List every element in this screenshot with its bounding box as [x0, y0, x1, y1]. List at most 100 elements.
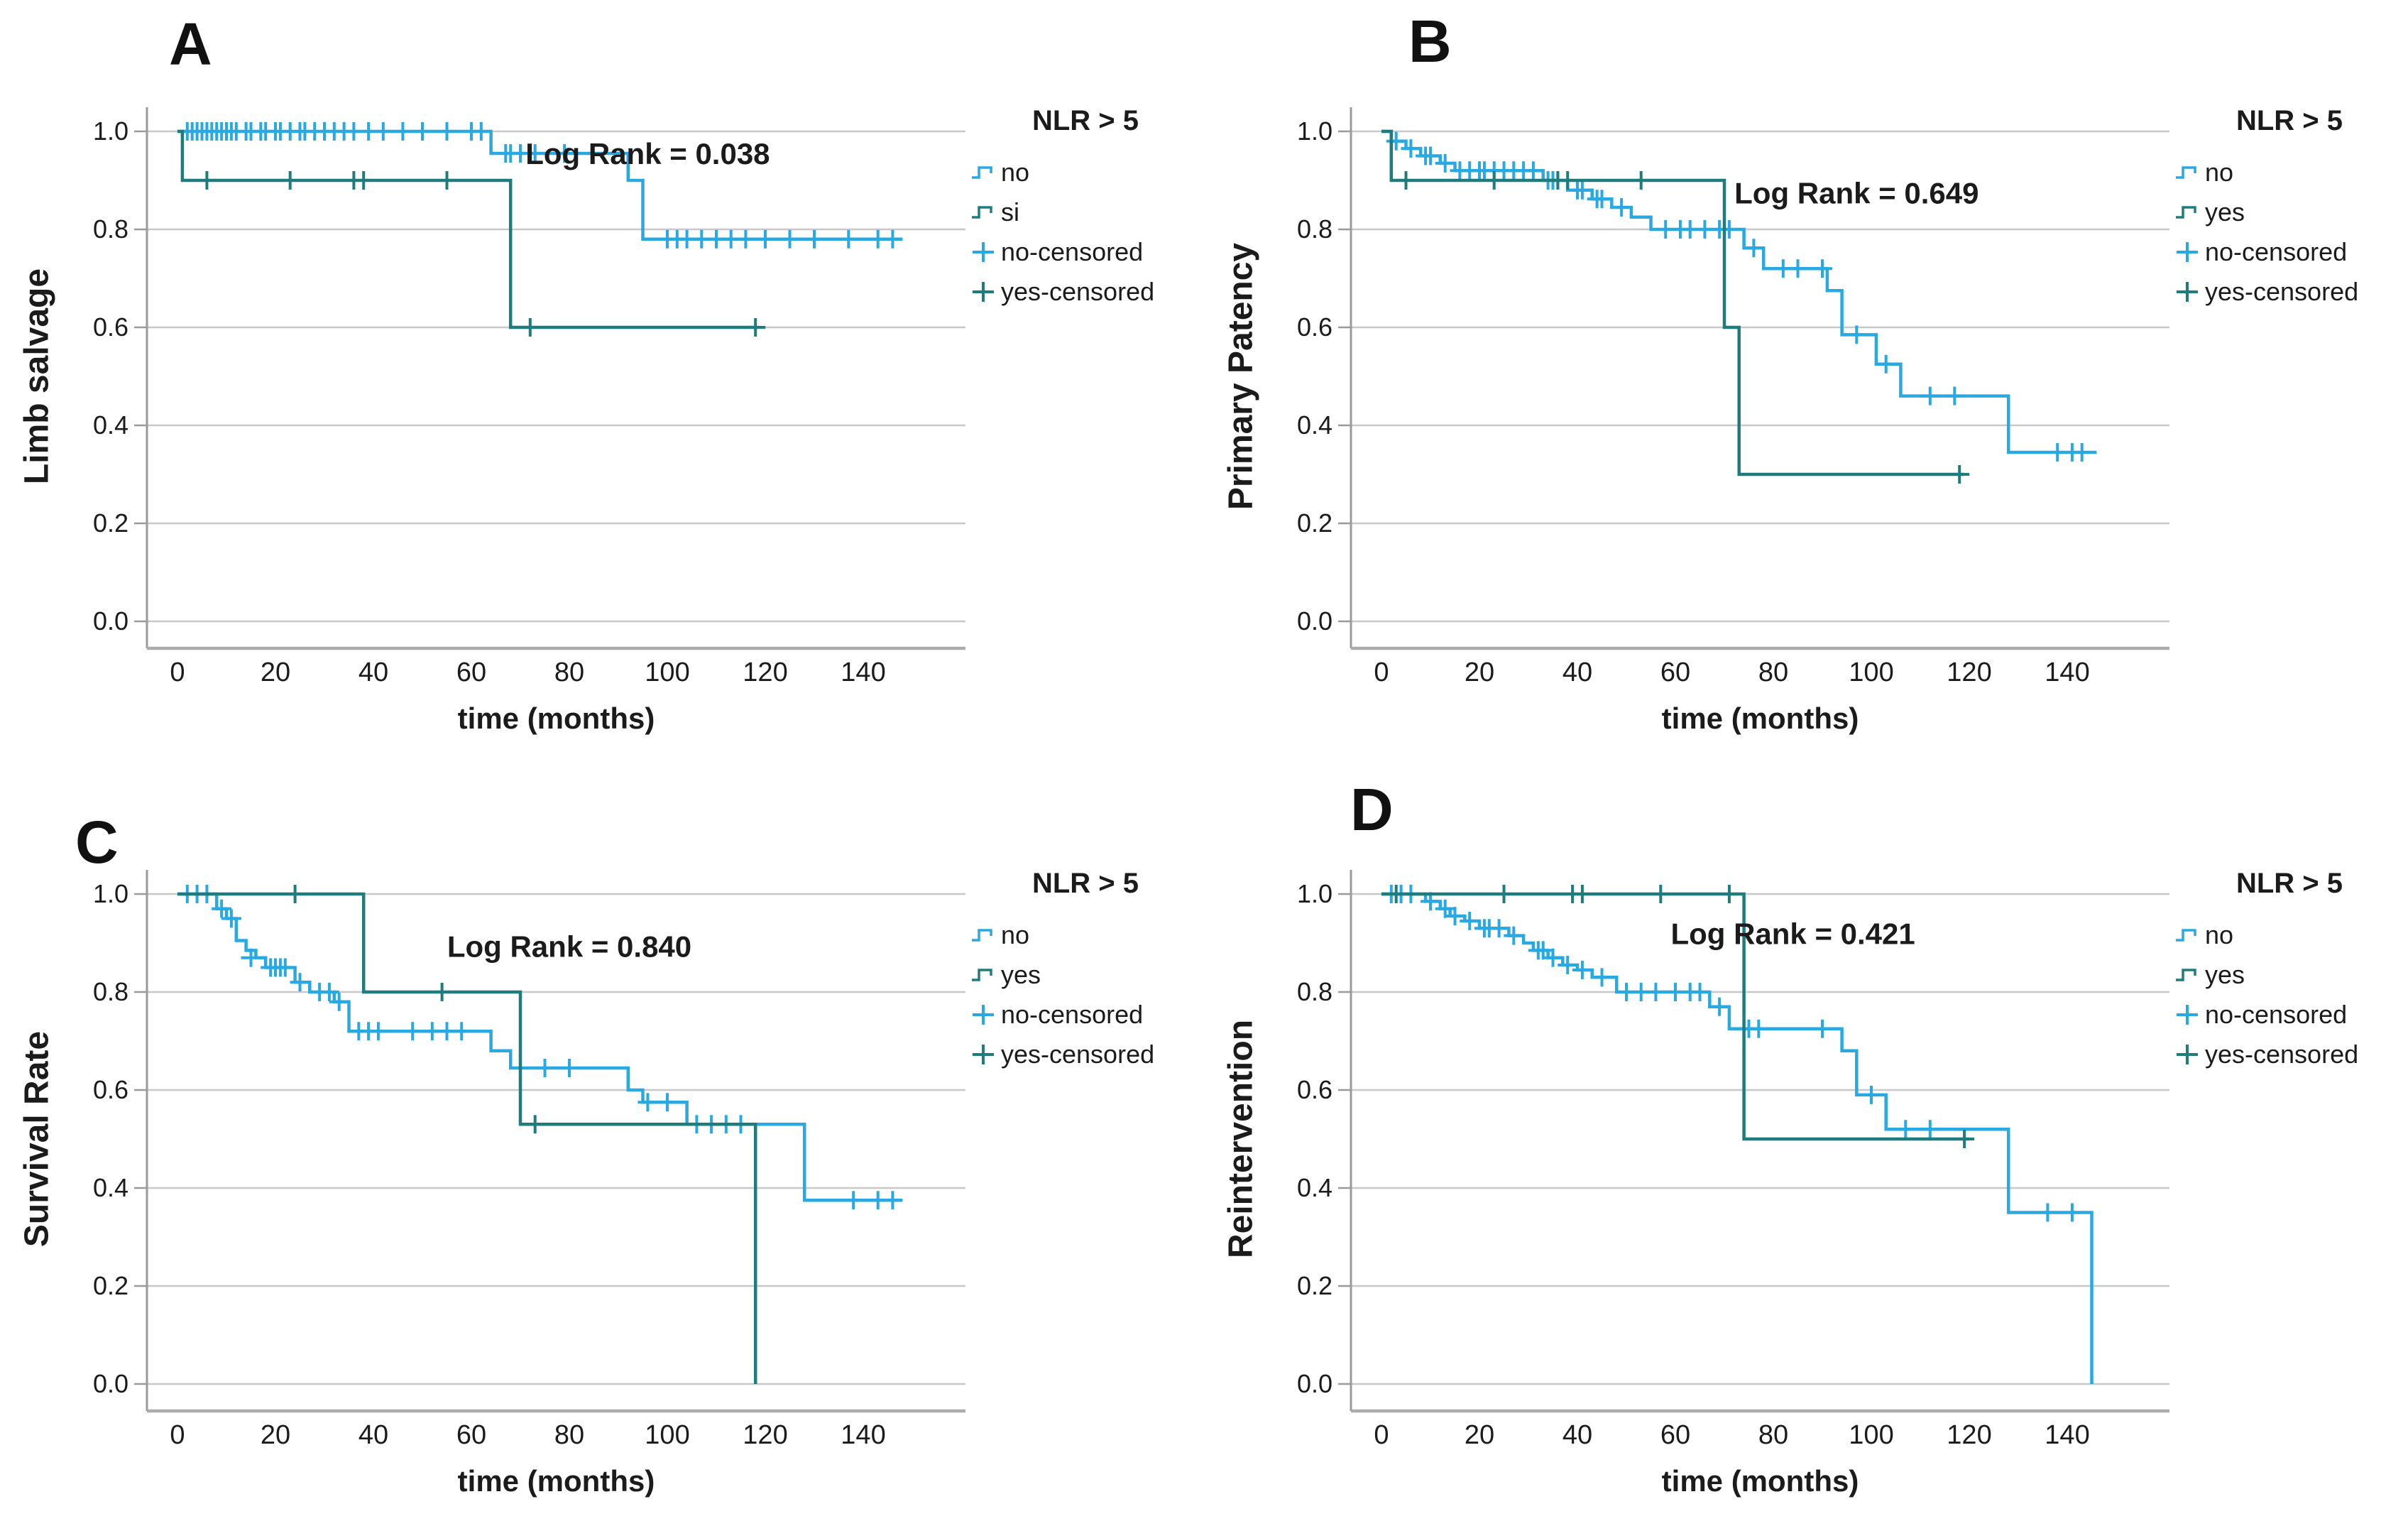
legend: NLR > 5 no yes no-censored yes-censored [971, 868, 1200, 1074]
legend-item-yes-censored: yes-censored [2175, 1040, 2404, 1069]
km-panel-D: D Reintervention 1.0 0.8 0.6 0.4 0.2 0.0 0 20 40 60… [1204, 763, 2408, 1525]
log-rank-annotation: Log Rank = 0.649 [1734, 176, 1979, 209]
censor-marks-no [1381, 885, 2082, 1222]
censor-marks-yes [197, 171, 766, 337]
svg-text:0.0: 0.0 [93, 1369, 128, 1398]
svg-text:60: 60 [1660, 658, 1690, 687]
svg-text:100: 100 [1849, 1420, 1893, 1450]
svg-text:0.6: 0.6 [1297, 1075, 1332, 1104]
svg-text:60: 60 [1660, 1420, 1690, 1450]
svg-text:0.0: 0.0 [1297, 1369, 1332, 1398]
censor-plus-icon [973, 1045, 994, 1064]
svg-text:0.6: 0.6 [93, 312, 128, 342]
km-plot-B: 1.0 0.8 0.6 0.4 0.2 0.0 0 20 40 60 80 100 120 140 Log … [1297, 107, 2169, 687]
km-curve-yes [177, 892, 757, 1384]
svg-text:140: 140 [841, 1420, 885, 1450]
legend-item-si: si [971, 197, 1200, 227]
legend-item-yes-censored: yes-censored [971, 277, 1200, 307]
legend-item-label: no-censored [2205, 1000, 2348, 1029]
panel-letter: A [169, 11, 212, 77]
legend-item-no-censored: no-censored [2175, 1000, 2404, 1030]
svg-text:0.4: 0.4 [93, 1173, 128, 1202]
censor-plus-icon [2177, 1045, 2198, 1064]
x-tick-labels: 0 20 40 60 80 100 120 140 [170, 658, 885, 687]
legend-title: NLR > 5 [1031, 868, 1139, 899]
km-panel-A: A Limb salvage 1.0 0.8 0.6 0.4 0.2 0.0 0 20 40 60 80… [0, 0, 1204, 763]
svg-text:80: 80 [554, 1420, 584, 1450]
step-line-icon [972, 206, 992, 219]
km-plot-C: 1.0 0.8 0.6 0.4 0.2 0.0 0 20 40 60 80 100 120 140 Log … [93, 870, 965, 1450]
svg-text:140: 140 [841, 658, 885, 687]
svg-text:1.0: 1.0 [1297, 879, 1332, 908]
log-rank-annotation: Log Rank = 0.421 [1670, 917, 1915, 950]
log-rank-annotation: Log Rank = 0.840 [447, 930, 691, 963]
censor-plus-icon [973, 282, 994, 302]
legend-title: NLR > 5 [2235, 105, 2343, 136]
svg-text:0.0: 0.0 [93, 606, 128, 636]
step-line-icon [2176, 929, 2196, 942]
svg-text:140: 140 [2045, 1420, 2089, 1450]
km-curve-no [177, 129, 903, 241]
y-axis-title: Limb salvage [18, 268, 56, 485]
km-plot-A: 1.0 0.8 0.6 0.4 0.2 0.0 0 20 40 60 80 100 120 140 Log … [93, 107, 965, 687]
legend-item-label: no [2205, 158, 2234, 187]
x-axis-title: time (months) [457, 1464, 655, 1498]
x-axis-title: time (months) [1661, 702, 1859, 735]
y-axis-title: Primary Patency [1222, 242, 1260, 511]
svg-text:0: 0 [170, 658, 185, 687]
legend-item-no: no [971, 920, 1200, 950]
censor-plus-icon [2177, 242, 2198, 262]
svg-text:20: 20 [261, 658, 290, 687]
km-curve-yes [1381, 129, 1965, 476]
legend-item-label: yes-censored [1001, 1040, 1155, 1069]
legend-item-no-censored: no-censored [971, 1000, 1200, 1030]
y-tick-labels: 1.0 0.8 0.6 0.4 0.2 0.0 [1297, 879, 1332, 1398]
svg-text:40: 40 [359, 658, 388, 687]
panel-letter: B [1408, 8, 1452, 75]
svg-text:0.8: 0.8 [93, 214, 128, 244]
y-tick-labels: 1.0 0.8 0.6 0.4 0.2 0.0 [93, 879, 128, 1398]
x-tick-labels: 0 20 40 60 80 100 120 140 [1374, 658, 2089, 687]
svg-text:0: 0 [1374, 1420, 1389, 1450]
svg-text:0.2: 0.2 [93, 1271, 128, 1300]
svg-text:120: 120 [1947, 658, 1991, 687]
gridlines [134, 893, 965, 1385]
svg-text:120: 120 [743, 658, 787, 687]
y-tick-labels: 1.0 0.8 0.6 0.4 0.2 0.0 [1297, 116, 1332, 636]
gridlines [134, 130, 965, 623]
step-line-icon [2176, 206, 2196, 219]
svg-text:0.8: 0.8 [93, 977, 128, 1006]
svg-text:0: 0 [170, 1420, 185, 1450]
legend-title: NLR > 5 [1031, 105, 1139, 136]
censor-marks-yes [1396, 171, 1970, 484]
svg-text:20: 20 [1465, 1420, 1494, 1450]
censor-marks-no [177, 122, 903, 249]
x-axis-title: time (months) [457, 702, 655, 735]
svg-text:0.4: 0.4 [1297, 410, 1332, 440]
svg-text:80: 80 [554, 658, 584, 687]
svg-text:1.0: 1.0 [93, 116, 128, 146]
panel-letter: D [1350, 776, 1394, 843]
legend-item-label: yes-censored [2205, 277, 2359, 306]
svg-text:100: 100 [1849, 658, 1893, 687]
legend-item-no: no [2175, 920, 2404, 950]
svg-text:140: 140 [2045, 658, 2089, 687]
svg-text:60: 60 [456, 1420, 486, 1450]
gridlines [1338, 130, 2169, 623]
step-line-icon [2176, 166, 2196, 179]
log-rank-annotation: Log Rank = 0.038 [525, 137, 770, 170]
panel-letter: C [75, 809, 119, 876]
legend-item-label: yes-censored [1001, 277, 1155, 306]
legend-item-yes: yes [2175, 960, 2404, 990]
svg-text:0.2: 0.2 [1297, 1271, 1332, 1300]
km-panel-B: B Primary Patency 1.0 0.8 0.6 0.4 0.2 0.0 0 20 40 6… [1204, 0, 2408, 763]
km-panel-C: C Survival Rate 1.0 0.8 0.6 0.4 0.2 0.0 0 20 40 60 8… [0, 763, 1204, 1525]
legend: NLR > 5 no yes no-censored yes-censored [2175, 868, 2404, 1074]
svg-text:0.6: 0.6 [93, 1075, 128, 1104]
svg-text:0.6: 0.6 [1297, 312, 1332, 342]
legend-item-yes-censored: yes-censored [971, 1040, 1200, 1069]
svg-text:120: 120 [743, 1420, 787, 1450]
legend-item-label: yes [2205, 960, 2245, 989]
svg-text:60: 60 [456, 658, 486, 687]
